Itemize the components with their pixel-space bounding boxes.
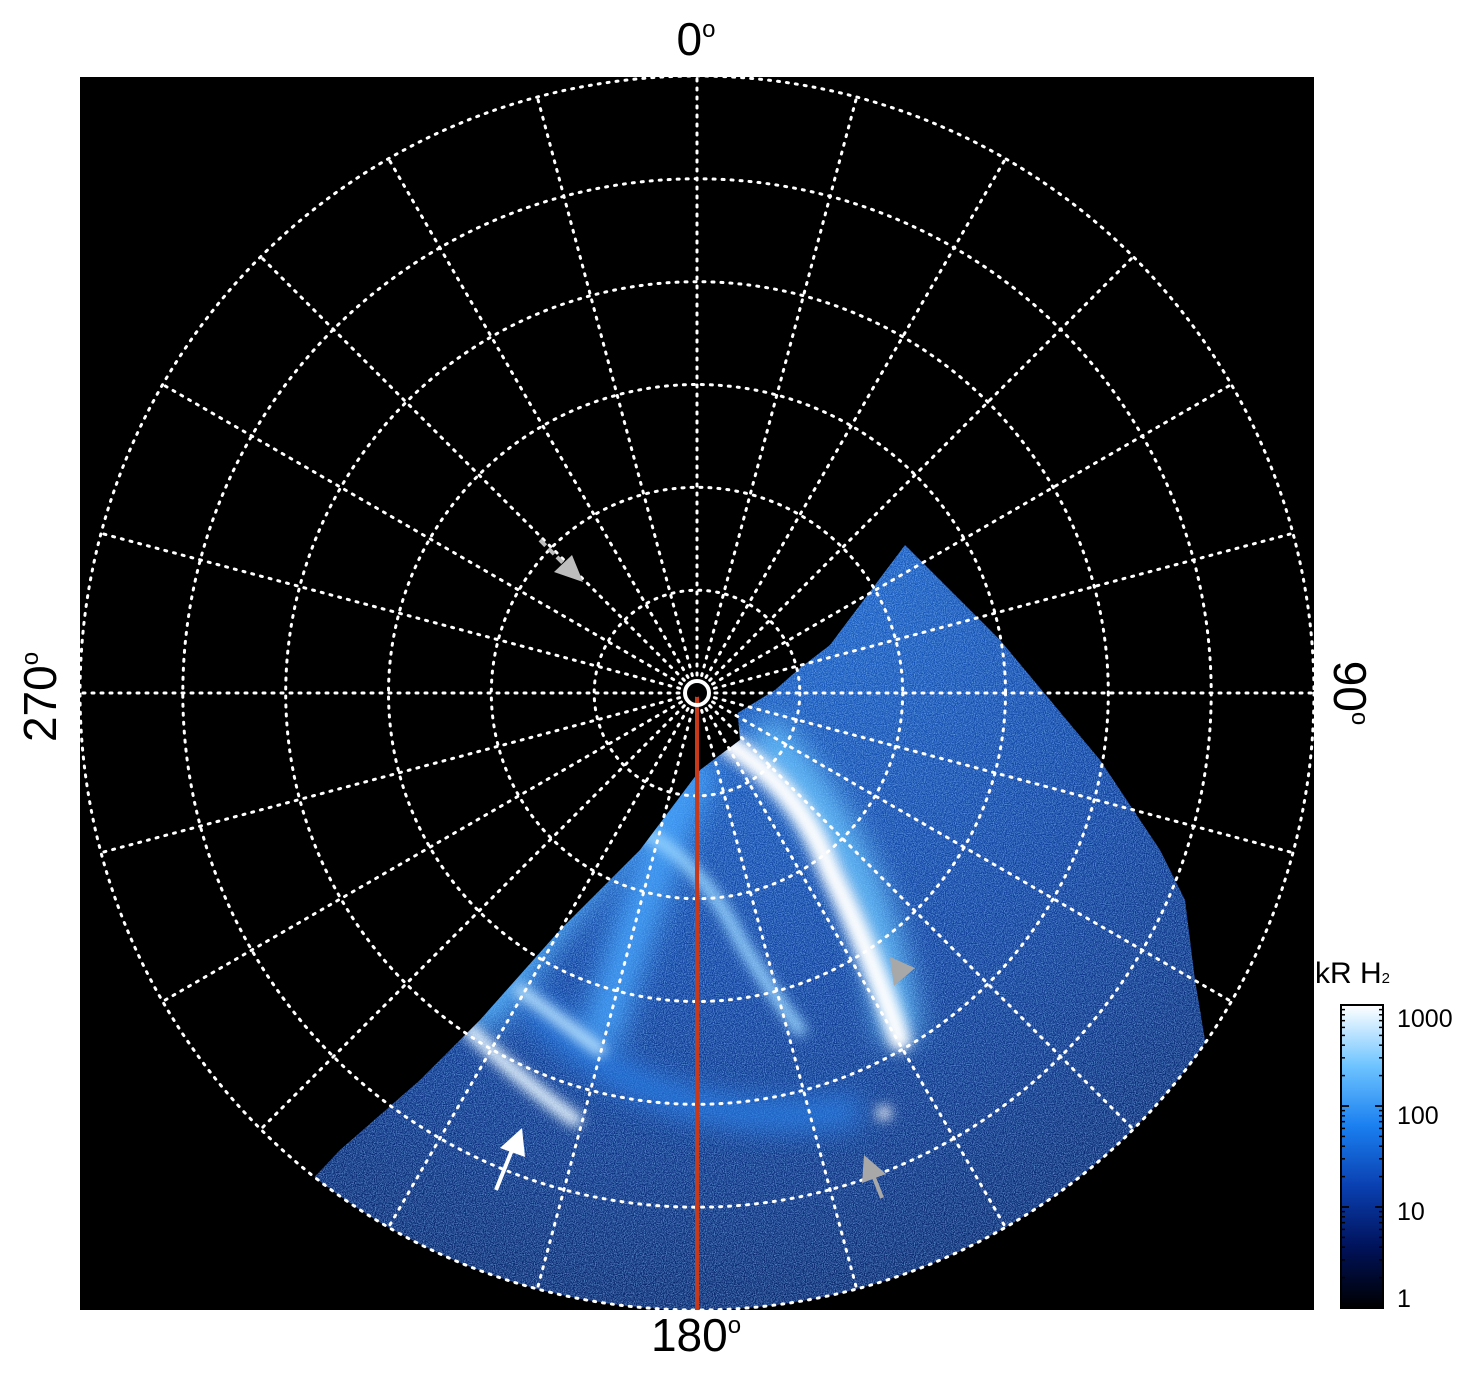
gray-arrow-upper-left — [538, 538, 583, 582]
annotation-arrows — [494, 538, 915, 1199]
longitude-spoke — [700, 708, 859, 1291]
longitude-spoke — [711, 383, 1233, 686]
longitude-spoke — [161, 383, 683, 686]
longitude-spoke — [708, 255, 1135, 682]
longitude-spoke — [535, 708, 694, 1291]
longitude-label-0: 0o — [676, 13, 716, 65]
longitude-spoke — [99, 696, 682, 855]
colorbar-title: kR H2 — [1315, 957, 1391, 990]
colorbar-tick-label: 1 — [1397, 1285, 1411, 1313]
longitude-spoke — [712, 531, 1295, 690]
longitude-spoke — [259, 704, 686, 1131]
longitude-label-270: 270o — [14, 651, 66, 743]
colorbar-tick-label: 10 — [1397, 1198, 1425, 1226]
latitude-ring — [284, 280, 1110, 1106]
colorbar-tick-label: 1000 — [1397, 1005, 1453, 1033]
longitude-spoke — [712, 696, 1295, 855]
longitude-spoke — [99, 531, 682, 690]
longitude-spoke — [711, 700, 1233, 1003]
longitude-spoke — [700, 95, 859, 678]
longitude-spoke — [704, 157, 1007, 679]
longitude-spoke — [708, 704, 1135, 1131]
lower-auroral-arc — [463, 1023, 582, 1127]
colorbar-tick-label: 100 — [1397, 1102, 1439, 1130]
gray-arrowhead-right — [890, 957, 915, 986]
longitude-label-180: 180o — [650, 1309, 742, 1361]
white-arrow-lower-left — [494, 1128, 525, 1191]
main-auroral-oval-arc — [719, 734, 911, 1051]
colorbar-ticks — [1341, 1004, 1383, 1309]
longitude-spoke — [259, 255, 686, 682]
longitude-spoke — [387, 707, 690, 1229]
colorbar-gradient — [1340, 1004, 1384, 1309]
longitude-spoke — [161, 700, 683, 1003]
longitude-label-90: 90o — [1324, 660, 1376, 726]
longitude-spoke — [535, 95, 694, 678]
pole-marker — [683, 679, 711, 707]
longitude-spoke — [704, 707, 1007, 1229]
gray-arrow-lower-right — [862, 1155, 886, 1199]
longitude-spoke — [387, 157, 690, 679]
